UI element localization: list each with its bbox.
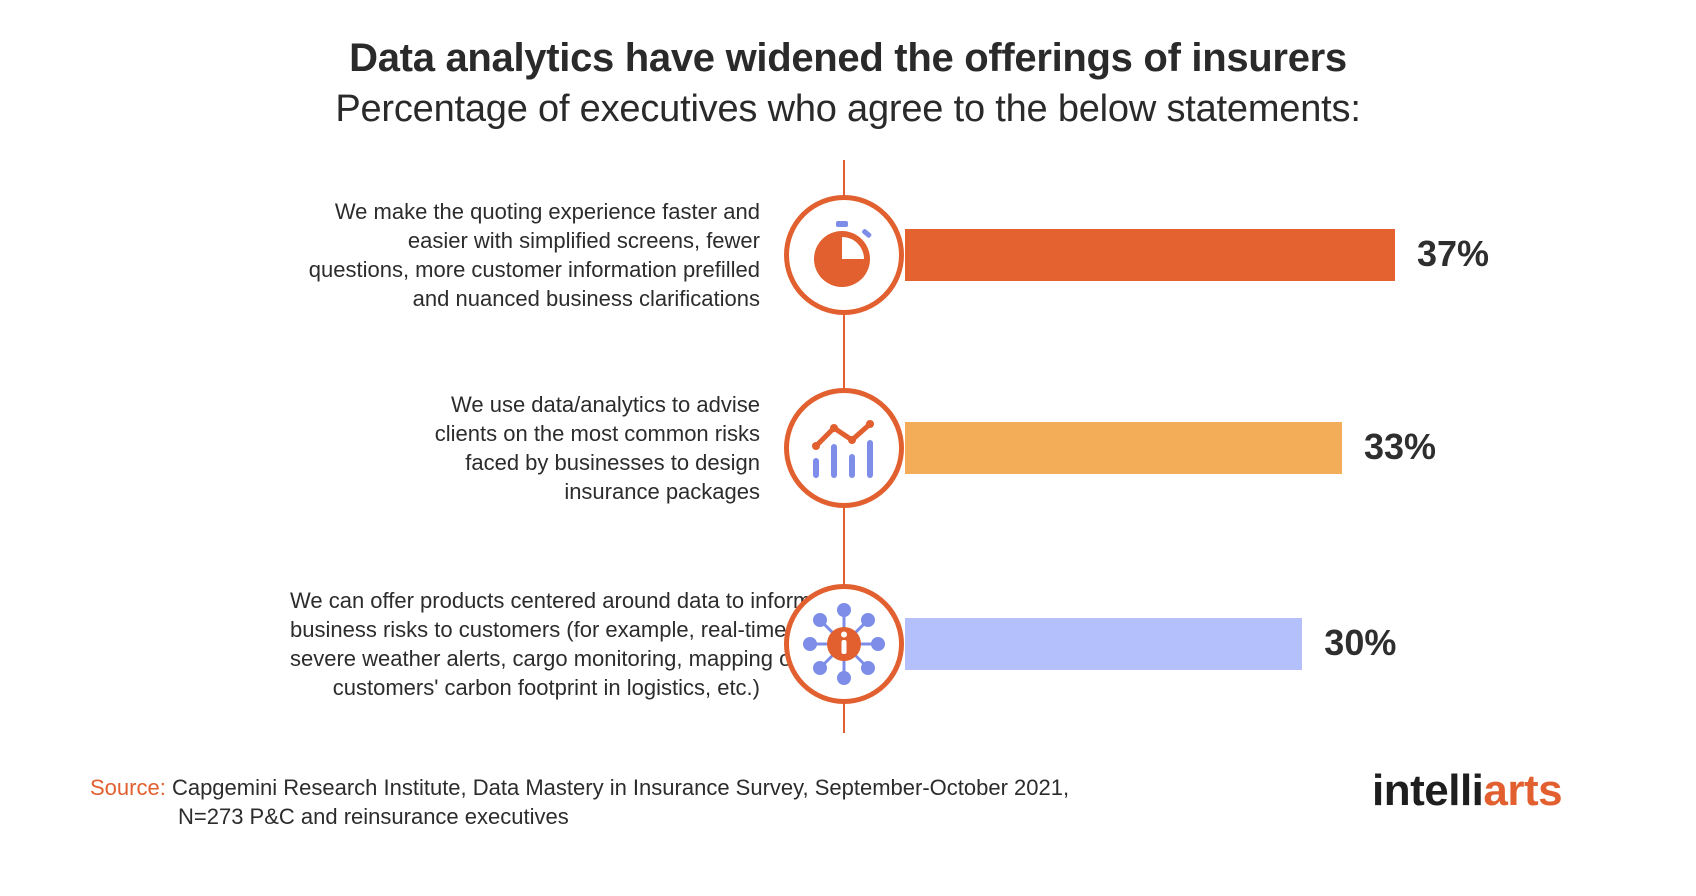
category-label-line: business risks to customers (for example… <box>290 617 787 642</box>
source-text-line1: Capgemini Research Institute, Data Maste… <box>171 775 1070 800</box>
value-label: 33% <box>1364 426 1437 467</box>
category-label: We make the quoting experience faster an… <box>290 197 760 313</box>
bar <box>905 229 1395 281</box>
category-icon-badge <box>784 584 904 704</box>
category-icon-badge <box>784 388 904 508</box>
category-label-line: severe weather alerts, cargo monitoring,… <box>290 646 798 671</box>
chart-title: Data analytics have widened the offering… <box>349 36 1347 80</box>
value-label: 37% <box>1417 233 1490 274</box>
stopwatch-icon <box>804 215 884 295</box>
value-label: 30% <box>1324 622 1397 663</box>
intelliarts-logo: intelliarts <box>1372 766 1563 815</box>
category-label-line: We make the quoting experience faster an… <box>334 199 760 224</box>
bar <box>905 618 1303 670</box>
source-note: Source: Capgemini Research Institute, Da… <box>90 773 1069 831</box>
info-network-icon <box>796 596 892 692</box>
category-label-line: faced by businesses to design <box>465 450 760 475</box>
analytics-chart-icon <box>804 408 884 488</box>
source-text-line2: N=273 P&C and reinsurance executives <box>178 804 569 829</box>
category-label-line: and nuanced business clarifications <box>412 286 760 311</box>
category-label-line: customers' carbon footprint in logistics… <box>332 675 760 700</box>
category-label-line: easier with simplified screens, fewer <box>407 228 760 253</box>
source-label: Source: <box>90 775 166 800</box>
category-label-line: questions, more customer information pre… <box>308 257 760 282</box>
category-label-line: insurance packages <box>564 479 760 504</box>
category-label: We can offer products centered around da… <box>290 586 812 702</box>
category-label-line: clients on the most common risks <box>434 421 760 446</box>
bar <box>905 422 1342 474</box>
category-label-line: We use data/analytics to advise <box>451 392 760 417</box>
category-label: We use data/analytics to advise clients o… <box>290 390 760 506</box>
category-icon-badge <box>784 195 904 315</box>
chart-subtitle: Percentage of executives who agree to th… <box>335 88 1361 130</box>
category-label-line: We can offer products centered around da… <box>290 588 812 613</box>
